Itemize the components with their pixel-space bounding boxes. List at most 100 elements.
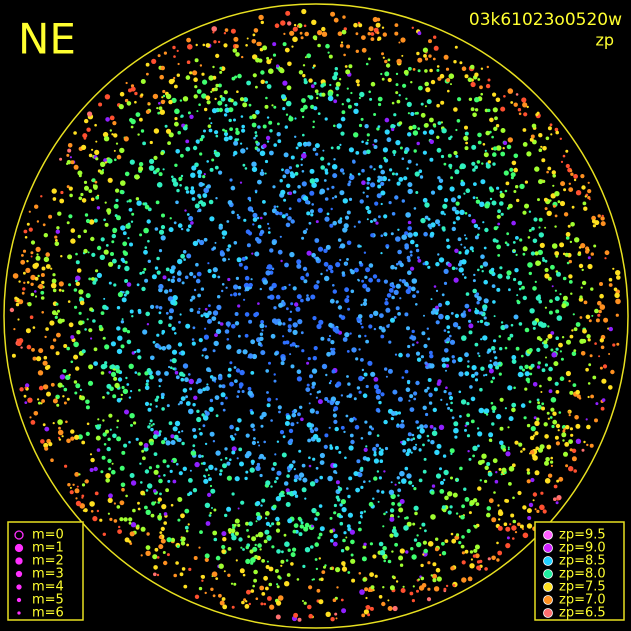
star xyxy=(123,136,129,142)
star xyxy=(29,315,34,320)
star xyxy=(362,283,368,289)
star xyxy=(217,375,223,381)
star xyxy=(20,346,23,349)
star xyxy=(451,355,455,359)
star xyxy=(575,322,581,327)
star xyxy=(107,497,113,503)
star xyxy=(122,231,127,236)
star xyxy=(219,95,223,98)
star xyxy=(193,434,198,439)
star xyxy=(52,273,56,277)
star xyxy=(141,449,145,453)
star xyxy=(230,98,234,103)
star xyxy=(464,74,469,79)
star xyxy=(541,158,546,163)
star xyxy=(452,584,456,587)
star xyxy=(542,146,547,151)
star xyxy=(468,323,474,329)
star xyxy=(544,434,549,439)
star xyxy=(399,297,402,300)
star xyxy=(277,321,283,326)
star xyxy=(427,265,431,269)
star xyxy=(496,541,499,545)
star xyxy=(224,129,228,133)
star xyxy=(572,313,575,316)
star xyxy=(119,189,124,195)
star xyxy=(479,319,484,324)
star xyxy=(105,473,111,479)
star xyxy=(274,453,277,456)
star xyxy=(162,551,166,554)
star xyxy=(335,86,340,91)
star xyxy=(45,264,51,269)
legend-label: zp=8.0 xyxy=(559,567,606,582)
star xyxy=(422,540,427,545)
star xyxy=(404,369,409,374)
star xyxy=(397,411,401,415)
star xyxy=(444,348,449,353)
star xyxy=(203,334,209,340)
star xyxy=(387,58,391,62)
star xyxy=(440,100,445,105)
star xyxy=(231,324,236,329)
star xyxy=(217,275,221,279)
star xyxy=(483,246,487,250)
star xyxy=(543,340,548,345)
star xyxy=(306,361,310,365)
star xyxy=(512,496,515,500)
star xyxy=(438,302,443,308)
star xyxy=(253,569,258,575)
star xyxy=(323,261,329,267)
star xyxy=(333,463,338,468)
star xyxy=(150,427,154,432)
star xyxy=(315,396,318,399)
star xyxy=(380,181,385,186)
star xyxy=(455,128,458,132)
star xyxy=(395,306,400,311)
star xyxy=(158,478,163,484)
star xyxy=(271,318,278,324)
star xyxy=(239,97,245,102)
star xyxy=(438,257,445,263)
star xyxy=(176,271,182,276)
star xyxy=(160,395,165,400)
star xyxy=(436,68,440,72)
star xyxy=(302,195,309,202)
star xyxy=(322,149,325,152)
star xyxy=(76,485,79,488)
star xyxy=(222,128,225,132)
star xyxy=(258,58,263,63)
star xyxy=(264,159,269,164)
star xyxy=(107,177,113,183)
star xyxy=(66,346,70,351)
star xyxy=(293,523,299,528)
star xyxy=(464,497,470,502)
star xyxy=(259,415,264,420)
legend-marker xyxy=(543,608,553,618)
star xyxy=(254,251,260,257)
star xyxy=(191,341,196,346)
star xyxy=(388,489,395,495)
star xyxy=(124,265,130,272)
star xyxy=(514,531,518,534)
star xyxy=(70,228,76,233)
star xyxy=(310,545,314,549)
star xyxy=(344,332,350,338)
star xyxy=(450,566,455,571)
star xyxy=(365,205,370,211)
star xyxy=(69,490,74,495)
star xyxy=(557,429,560,432)
star xyxy=(351,347,357,353)
star xyxy=(574,237,580,243)
star xyxy=(450,401,453,405)
star xyxy=(388,288,394,293)
star xyxy=(227,258,230,261)
star xyxy=(23,229,28,234)
star xyxy=(265,586,269,591)
star xyxy=(507,448,510,451)
star xyxy=(165,311,169,315)
star xyxy=(515,253,518,256)
star xyxy=(474,378,479,382)
star xyxy=(518,287,522,291)
star xyxy=(194,85,198,89)
